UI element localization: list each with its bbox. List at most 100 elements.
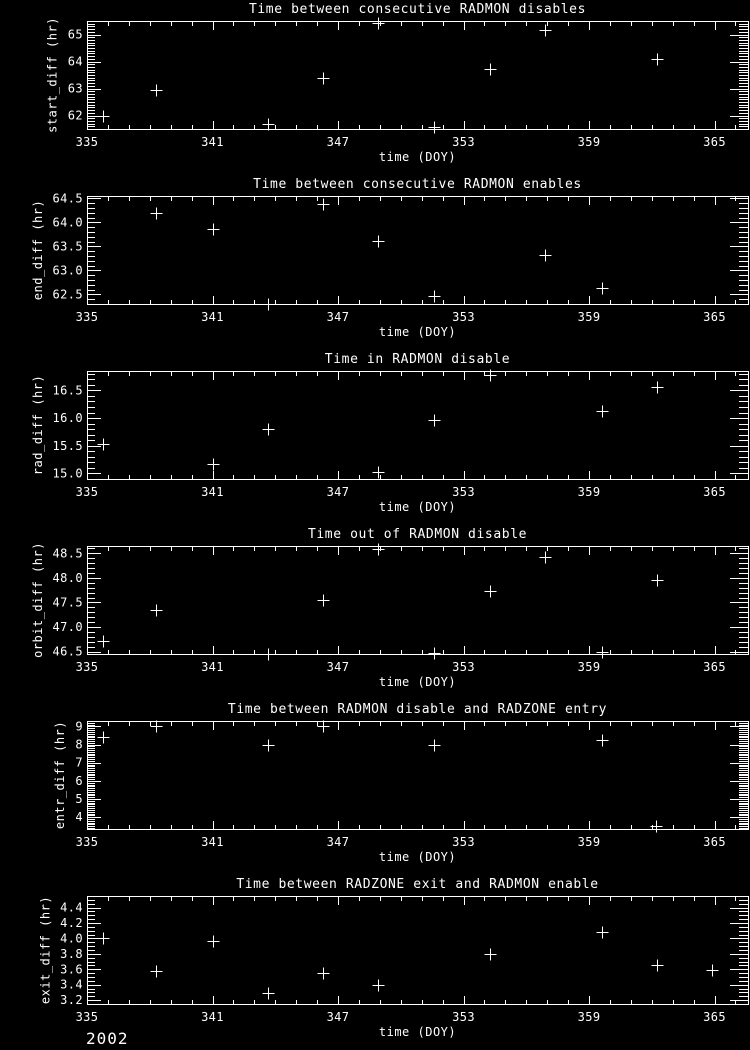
data-point-markers — [97, 543, 664, 661]
x-tick-label: 353 — [452, 1010, 475, 1024]
x-tick-label: 365 — [703, 135, 726, 149]
chart-title: Time between RADZONE exit and RADMON ena… — [236, 877, 598, 892]
x-tick-label: 347 — [327, 1010, 350, 1024]
x-tick-label: 365 — [703, 835, 726, 849]
x-tick-label: 359 — [578, 485, 601, 499]
y-tick-label: 3.8 — [60, 947, 83, 961]
plot-box — [87, 896, 749, 1005]
plot-box — [87, 546, 749, 655]
y-axis-label: exit_diff (hr) — [38, 896, 52, 1004]
y-tick-label: 6 — [75, 774, 83, 788]
x-tick-label: 341 — [201, 485, 224, 499]
chart-title: Time between RADMON disable and RADZONE … — [228, 702, 607, 717]
y-tick-label: 4 — [75, 810, 83, 824]
axis-ticks — [87, 21, 748, 130]
y-tick-label: 63 — [68, 82, 83, 96]
chart-end_diff: Time between consecutive RADMON enables 3… — [0, 175, 750, 350]
data-point-markers — [97, 926, 719, 1000]
y-tick-label: 3.6 — [60, 962, 83, 976]
x-tick-label: 335 — [76, 1010, 99, 1024]
y-tick-label: 48.0 — [53, 571, 84, 585]
data-point-markers — [97, 720, 663, 833]
y-axis-label: entr_diff (hr) — [53, 721, 67, 829]
axis-ticks — [87, 197, 748, 305]
y-tick-label: 62.5 — [53, 287, 84, 301]
chart-exit_diff: Time between RADZONE exit and RADMON ena… — [0, 875, 750, 1050]
y-tick-label: 47.0 — [53, 620, 84, 634]
x-tick-label: 335 — [76, 135, 99, 149]
x-tick-label: 365 — [703, 660, 726, 674]
chart-title: Time out of RADMON disable — [308, 527, 527, 542]
x-tick-label: 353 — [452, 310, 475, 324]
year-label: 2002 — [86, 1029, 129, 1048]
x-tick-label: 353 — [452, 485, 475, 499]
axis-ticks — [87, 896, 748, 1005]
x-tick-label: 341 — [201, 1010, 224, 1024]
y-tick-label: 8 — [75, 738, 83, 752]
x-tick-label: 347 — [327, 660, 350, 674]
x-tick-label: 359 — [578, 135, 601, 149]
axis-ticks — [87, 547, 748, 654]
x-axis-label: time (DOY) — [379, 1025, 456, 1039]
plot-box — [87, 371, 749, 480]
y-tick-label: 65 — [68, 28, 83, 42]
y-tick-label: 4.4 — [60, 901, 83, 915]
x-tick-label: 365 — [703, 1010, 726, 1024]
data-point-markers — [97, 17, 664, 134]
y-tick-label: 16.5 — [53, 383, 84, 397]
data-point-markers — [97, 369, 664, 479]
chart-orbit_diff: Time out of RADMON disable 335 341 347 353 35… — [0, 525, 750, 700]
y-tick-label: 47.5 — [53, 595, 84, 609]
x-tick-label: 347 — [327, 835, 350, 849]
x-tick-label: 341 — [201, 660, 224, 674]
y-tick-label: 63.0 — [53, 263, 84, 277]
x-tick-label: 353 — [452, 835, 475, 849]
chart-start_diff: Time between consecutive RADMON disables… — [0, 0, 750, 175]
x-tick-label: 347 — [327, 310, 350, 324]
x-tick-label: 341 — [201, 835, 224, 849]
chart-title: Time in RADMON disable — [325, 352, 510, 367]
y-tick-label: 15.0 — [53, 466, 84, 480]
y-axis-label: end_diff (hr) — [31, 200, 45, 300]
x-axis-label: time (DOY) — [379, 675, 456, 689]
axis-ticks — [87, 721, 748, 829]
x-tick-label: 353 — [452, 135, 475, 149]
y-axis-label: orbit_diff (hr) — [31, 542, 45, 658]
y-tick-label: 48.5 — [53, 546, 84, 560]
y-tick-label: 16.0 — [53, 411, 84, 425]
x-tick-label: 335 — [76, 310, 99, 324]
x-axis-label: time (DOY) — [379, 325, 456, 339]
x-tick-label: 359 — [578, 835, 601, 849]
y-axis-label: rad_diff (hr) — [31, 375, 45, 475]
y-tick-label: 4.0 — [60, 931, 83, 945]
chart-canvas-start_diff: Time between consecutive RADMON disables… — [46, 2, 749, 164]
chart-entr_diff: Time between RADMON disable and RADZONE … — [0, 700, 750, 875]
x-tick-label: 341 — [201, 135, 224, 149]
x-tick-label: 347 — [327, 485, 350, 499]
x-tick-label: 353 — [452, 660, 475, 674]
x-tick-label: 365 — [703, 310, 726, 324]
y-tick-label: 46.5 — [53, 645, 84, 659]
axis-ticks — [87, 372, 748, 480]
x-tick-label: 335 — [76, 835, 99, 849]
y-tick-label: 7 — [75, 756, 83, 770]
chart-canvas-end_diff: Time between consecutive RADMON enables 3… — [31, 177, 749, 339]
y-tick-label: 62 — [68, 109, 83, 123]
y-tick-label: 3.2 — [60, 993, 83, 1007]
x-tick-label: 359 — [578, 1010, 601, 1024]
chart-canvas-rad_diff: Time in RADMON disable 335 341 347 353 359 365… — [31, 352, 749, 514]
plot-box — [87, 196, 749, 305]
data-point-markers — [150, 198, 609, 311]
plot-box — [87, 721, 749, 830]
y-tick-label: 5 — [75, 792, 83, 806]
chart-title: Time between consecutive RADMON disables — [249, 2, 586, 17]
y-tick-label: 64.5 — [53, 191, 84, 205]
y-tick-label: 9 — [75, 719, 83, 733]
y-tick-label: 15.5 — [53, 439, 84, 453]
x-tick-label: 347 — [327, 135, 350, 149]
y-axis-label: start_diff (hr) — [46, 17, 60, 133]
y-tick-label: 3.4 — [60, 978, 83, 992]
x-tick-label: 359 — [578, 660, 601, 674]
chart-canvas-exit_diff: Time between RADZONE exit and RADMON ena… — [38, 877, 749, 1039]
chart-title: Time between consecutive RADMON enables — [253, 177, 582, 192]
